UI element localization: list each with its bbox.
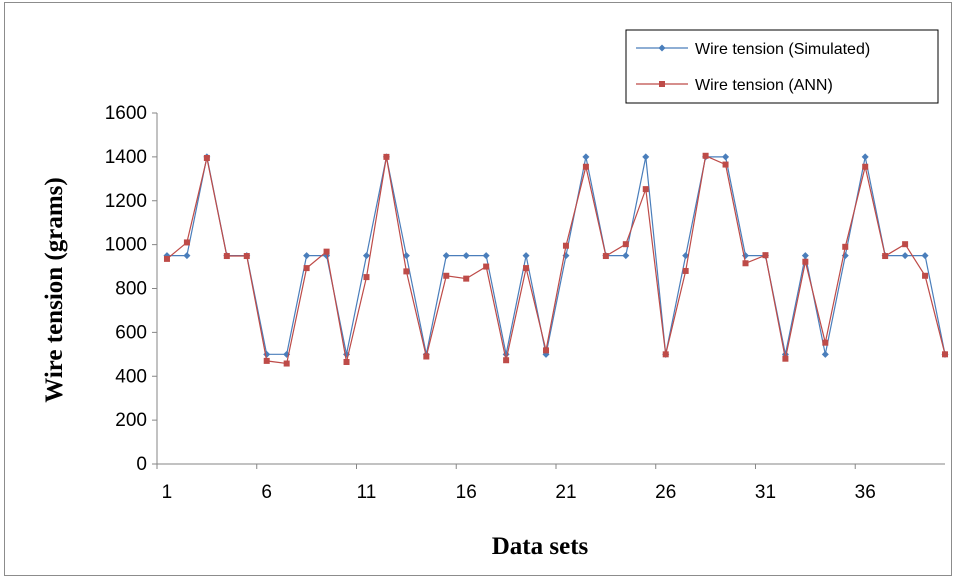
- data-point-ann: [243, 253, 250, 260]
- data-point-ann: [223, 253, 230, 260]
- x-axis-title: Data sets: [492, 533, 589, 560]
- data-point-ann: [902, 241, 909, 248]
- data-point-ann: [523, 265, 530, 272]
- data-point-ann: [782, 355, 789, 362]
- data-point-ann: [922, 272, 929, 279]
- data-point-simulated: [921, 252, 929, 260]
- data-point-simulated: [821, 350, 829, 358]
- series-line-ann: [166, 154, 946, 365]
- data-point-simulated: [462, 252, 470, 260]
- data-point-simulated: [502, 350, 510, 358]
- data-point-simulated: [642, 153, 650, 161]
- data-point-ann: [263, 357, 270, 364]
- x-tick-label: 21: [555, 482, 576, 503]
- data-point-ann: [503, 357, 510, 364]
- legend-label-simulated: Wire tension (Simulated): [695, 41, 870, 58]
- data-point-simulated: [722, 153, 730, 161]
- data-point-ann: [862, 163, 869, 170]
- data-point-ann: [702, 152, 709, 159]
- data-point-simulated: [622, 252, 630, 260]
- data-point-simulated: [263, 350, 271, 358]
- data-point-simulated: [183, 252, 191, 260]
- data-point-ann: [642, 186, 649, 193]
- x-tick-label: 1: [162, 482, 173, 503]
- data-point-ann: [203, 154, 210, 161]
- data-point-ann: [383, 153, 390, 160]
- data-point-ann: [283, 360, 290, 367]
- y-tick-label: 200: [115, 410, 147, 431]
- data-point-simulated: [861, 153, 869, 161]
- x-tick-label: 31: [755, 482, 776, 503]
- data-point-ann: [762, 252, 769, 259]
- legend-box: [625, 29, 939, 104]
- data-point-simulated: [801, 252, 809, 260]
- data-point-ann: [682, 267, 689, 274]
- x-tick-label: 11: [357, 482, 377, 503]
- data-point-ann: [543, 347, 550, 354]
- data-point-simulated: [482, 252, 490, 260]
- y-tick-label: 1000: [105, 235, 147, 256]
- x-tick-label: 26: [655, 482, 676, 503]
- legend-label-ann: Wire tension (ANN): [695, 77, 833, 94]
- data-point-simulated: [901, 252, 909, 260]
- data-point-ann: [343, 358, 350, 365]
- y-tick-label: 800: [115, 279, 147, 300]
- data-point-ann: [562, 242, 569, 249]
- data-point-ann: [483, 263, 490, 270]
- y-tick-label: 1600: [105, 103, 147, 124]
- data-point-ann: [582, 163, 589, 170]
- data-point-ann: [323, 248, 330, 255]
- x-tick-label: 16: [456, 482, 477, 503]
- data-point-ann: [363, 274, 370, 281]
- legend-marker-simulated: [658, 44, 666, 52]
- y-tick-label: 600: [115, 322, 147, 343]
- data-point-ann: [662, 351, 669, 358]
- legend: Wire tension (Simulated) Wire tension (A…: [625, 29, 939, 104]
- data-point-ann: [882, 253, 889, 260]
- data-point-ann: [742, 260, 749, 267]
- x-tick-label: 6: [261, 482, 272, 503]
- data-point-ann: [722, 161, 729, 168]
- data-point-ann: [423, 353, 430, 360]
- data-point-ann: [163, 255, 170, 262]
- data-point-simulated: [362, 252, 370, 260]
- y-tick-label: 1400: [105, 147, 147, 168]
- data-point-ann: [802, 258, 809, 265]
- data-point-ann: [842, 243, 849, 250]
- data-point-ann: [822, 339, 829, 346]
- data-point-simulated: [682, 252, 690, 260]
- data-point-ann: [443, 272, 450, 279]
- data-point-simulated: [522, 252, 530, 260]
- data-point-simulated: [402, 252, 410, 260]
- data-point-simulated: [442, 252, 450, 260]
- legend-marker-ann: [659, 81, 665, 87]
- y-tick-label: 400: [115, 366, 147, 387]
- y-tick-label: 1200: [105, 191, 147, 212]
- data-point-ann: [622, 241, 629, 248]
- data-point-ann: [183, 239, 190, 246]
- x-tick-label: 36: [855, 482, 876, 503]
- data-point-simulated: [582, 153, 590, 161]
- data-point-ann: [602, 253, 609, 260]
- series-line-simulated: [167, 156, 946, 355]
- data-point-ann: [942, 351, 948, 358]
- y-tick-label: 0: [136, 454, 147, 475]
- data-point-ann: [403, 268, 410, 275]
- y-axis-title: Wire tension (grams): [41, 177, 68, 402]
- data-point-ann: [463, 275, 470, 282]
- data-point-ann: [303, 265, 310, 272]
- data-point-simulated: [303, 252, 311, 260]
